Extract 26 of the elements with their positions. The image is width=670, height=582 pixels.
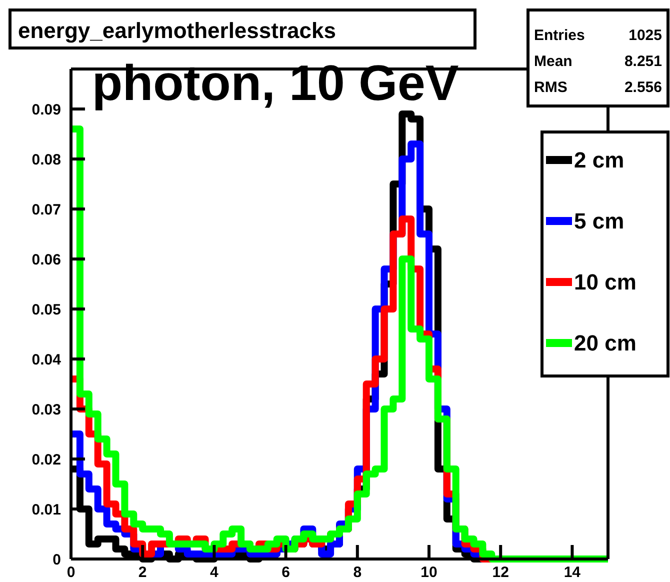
x-tick-label: 0 (66, 564, 76, 581)
x-tick-label: 12 (492, 564, 509, 581)
x-tick-label: 8 (353, 564, 362, 581)
chart-title: energy_earlymotherlesstracks (18, 18, 336, 43)
x-tick-label: 6 (282, 564, 290, 581)
legend-label: 10 cm (574, 270, 636, 295)
x-tick-label: 4 (210, 564, 220, 581)
y-tick-label: 0.06 (32, 251, 61, 268)
text: Entries 1025 (534, 27, 662, 44)
x-tick-label: 10 (420, 564, 438, 581)
y-tick-label: 0.01 (32, 501, 61, 518)
x-tick-label: 14 (564, 564, 582, 581)
y-tick-label: 0.07 (32, 201, 61, 218)
y-tick-label: 0 (52, 551, 61, 568)
x-tick-label: 2 (138, 564, 147, 581)
y-tick-label: 0.02 (32, 451, 61, 468)
text: Mean 8.251 (534, 53, 662, 70)
legend-label: 5 cm (574, 208, 624, 234)
y-tick-label: 0.08 (32, 151, 61, 168)
legend-label: 20 cm (574, 330, 636, 356)
text: RMS 2.556 (534, 79, 662, 96)
y-tick-label: 0.09 (32, 101, 61, 118)
legend-label: 2 cm (574, 148, 624, 173)
y-tick-label: 0.03 (32, 401, 61, 418)
y-tick-label: 0.04 (32, 351, 62, 368)
y-tick-label: 0.05 (32, 301, 61, 318)
